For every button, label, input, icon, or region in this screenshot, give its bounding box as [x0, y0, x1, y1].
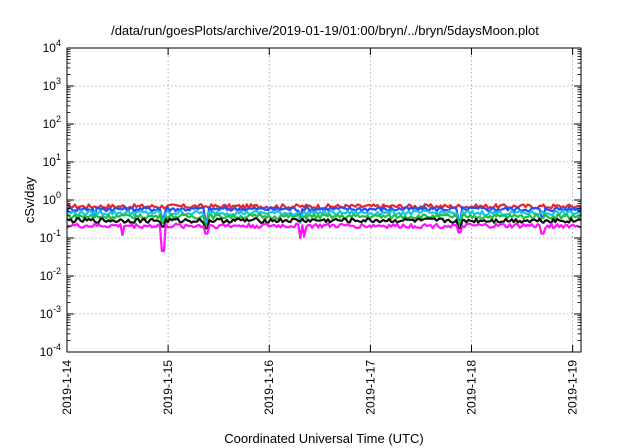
- y-tick-label: 102: [43, 114, 61, 131]
- y-tick-label: 10-3: [40, 304, 61, 321]
- grid-lines: [66, 48, 581, 352]
- y-tick-label: 10-4: [40, 342, 61, 359]
- y-tick-label: 101: [43, 152, 61, 169]
- y-axis-label: cSv/day: [22, 176, 37, 223]
- y-tick-label: 100: [43, 190, 61, 207]
- y-tick-label: 104: [43, 38, 61, 55]
- x-tick-label: 2019-1-15: [161, 360, 175, 415]
- y-tick-label: 10-2: [40, 266, 61, 283]
- x-tick-label: 2019-1-17: [363, 360, 377, 415]
- x-tick-label: 2019-1-16: [262, 360, 276, 415]
- series-line: [66, 222, 582, 253]
- x-tick-label: 2019-1-19: [566, 360, 580, 415]
- series-line: [66, 209, 582, 224]
- x-tick-labels: 2019-1-14 2019-1-15 2019-1-16 2019-1-17 2019…: [60, 360, 580, 415]
- chart-title: /data/run/goesPlots/archive/2019-01-19/0…: [111, 23, 539, 38]
- series-line: [66, 203, 582, 210]
- series-line: [66, 213, 582, 227]
- y-tick-label: 103: [43, 76, 61, 93]
- x-tick-label: 2019-1-18: [464, 360, 478, 415]
- series-group: [66, 203, 582, 253]
- series-line: [66, 217, 582, 230]
- y-tick-label: 10-1: [40, 228, 61, 245]
- x-axis-label: Coordinated Universal Time (UTC): [224, 431, 423, 446]
- plot-frame: [66, 47, 582, 353]
- y-tick-labels: 104 103 102 101 100 10-1 10-2 10-3 10-4: [40, 38, 61, 359]
- x-tick-label: 2019-1-14: [60, 360, 74, 415]
